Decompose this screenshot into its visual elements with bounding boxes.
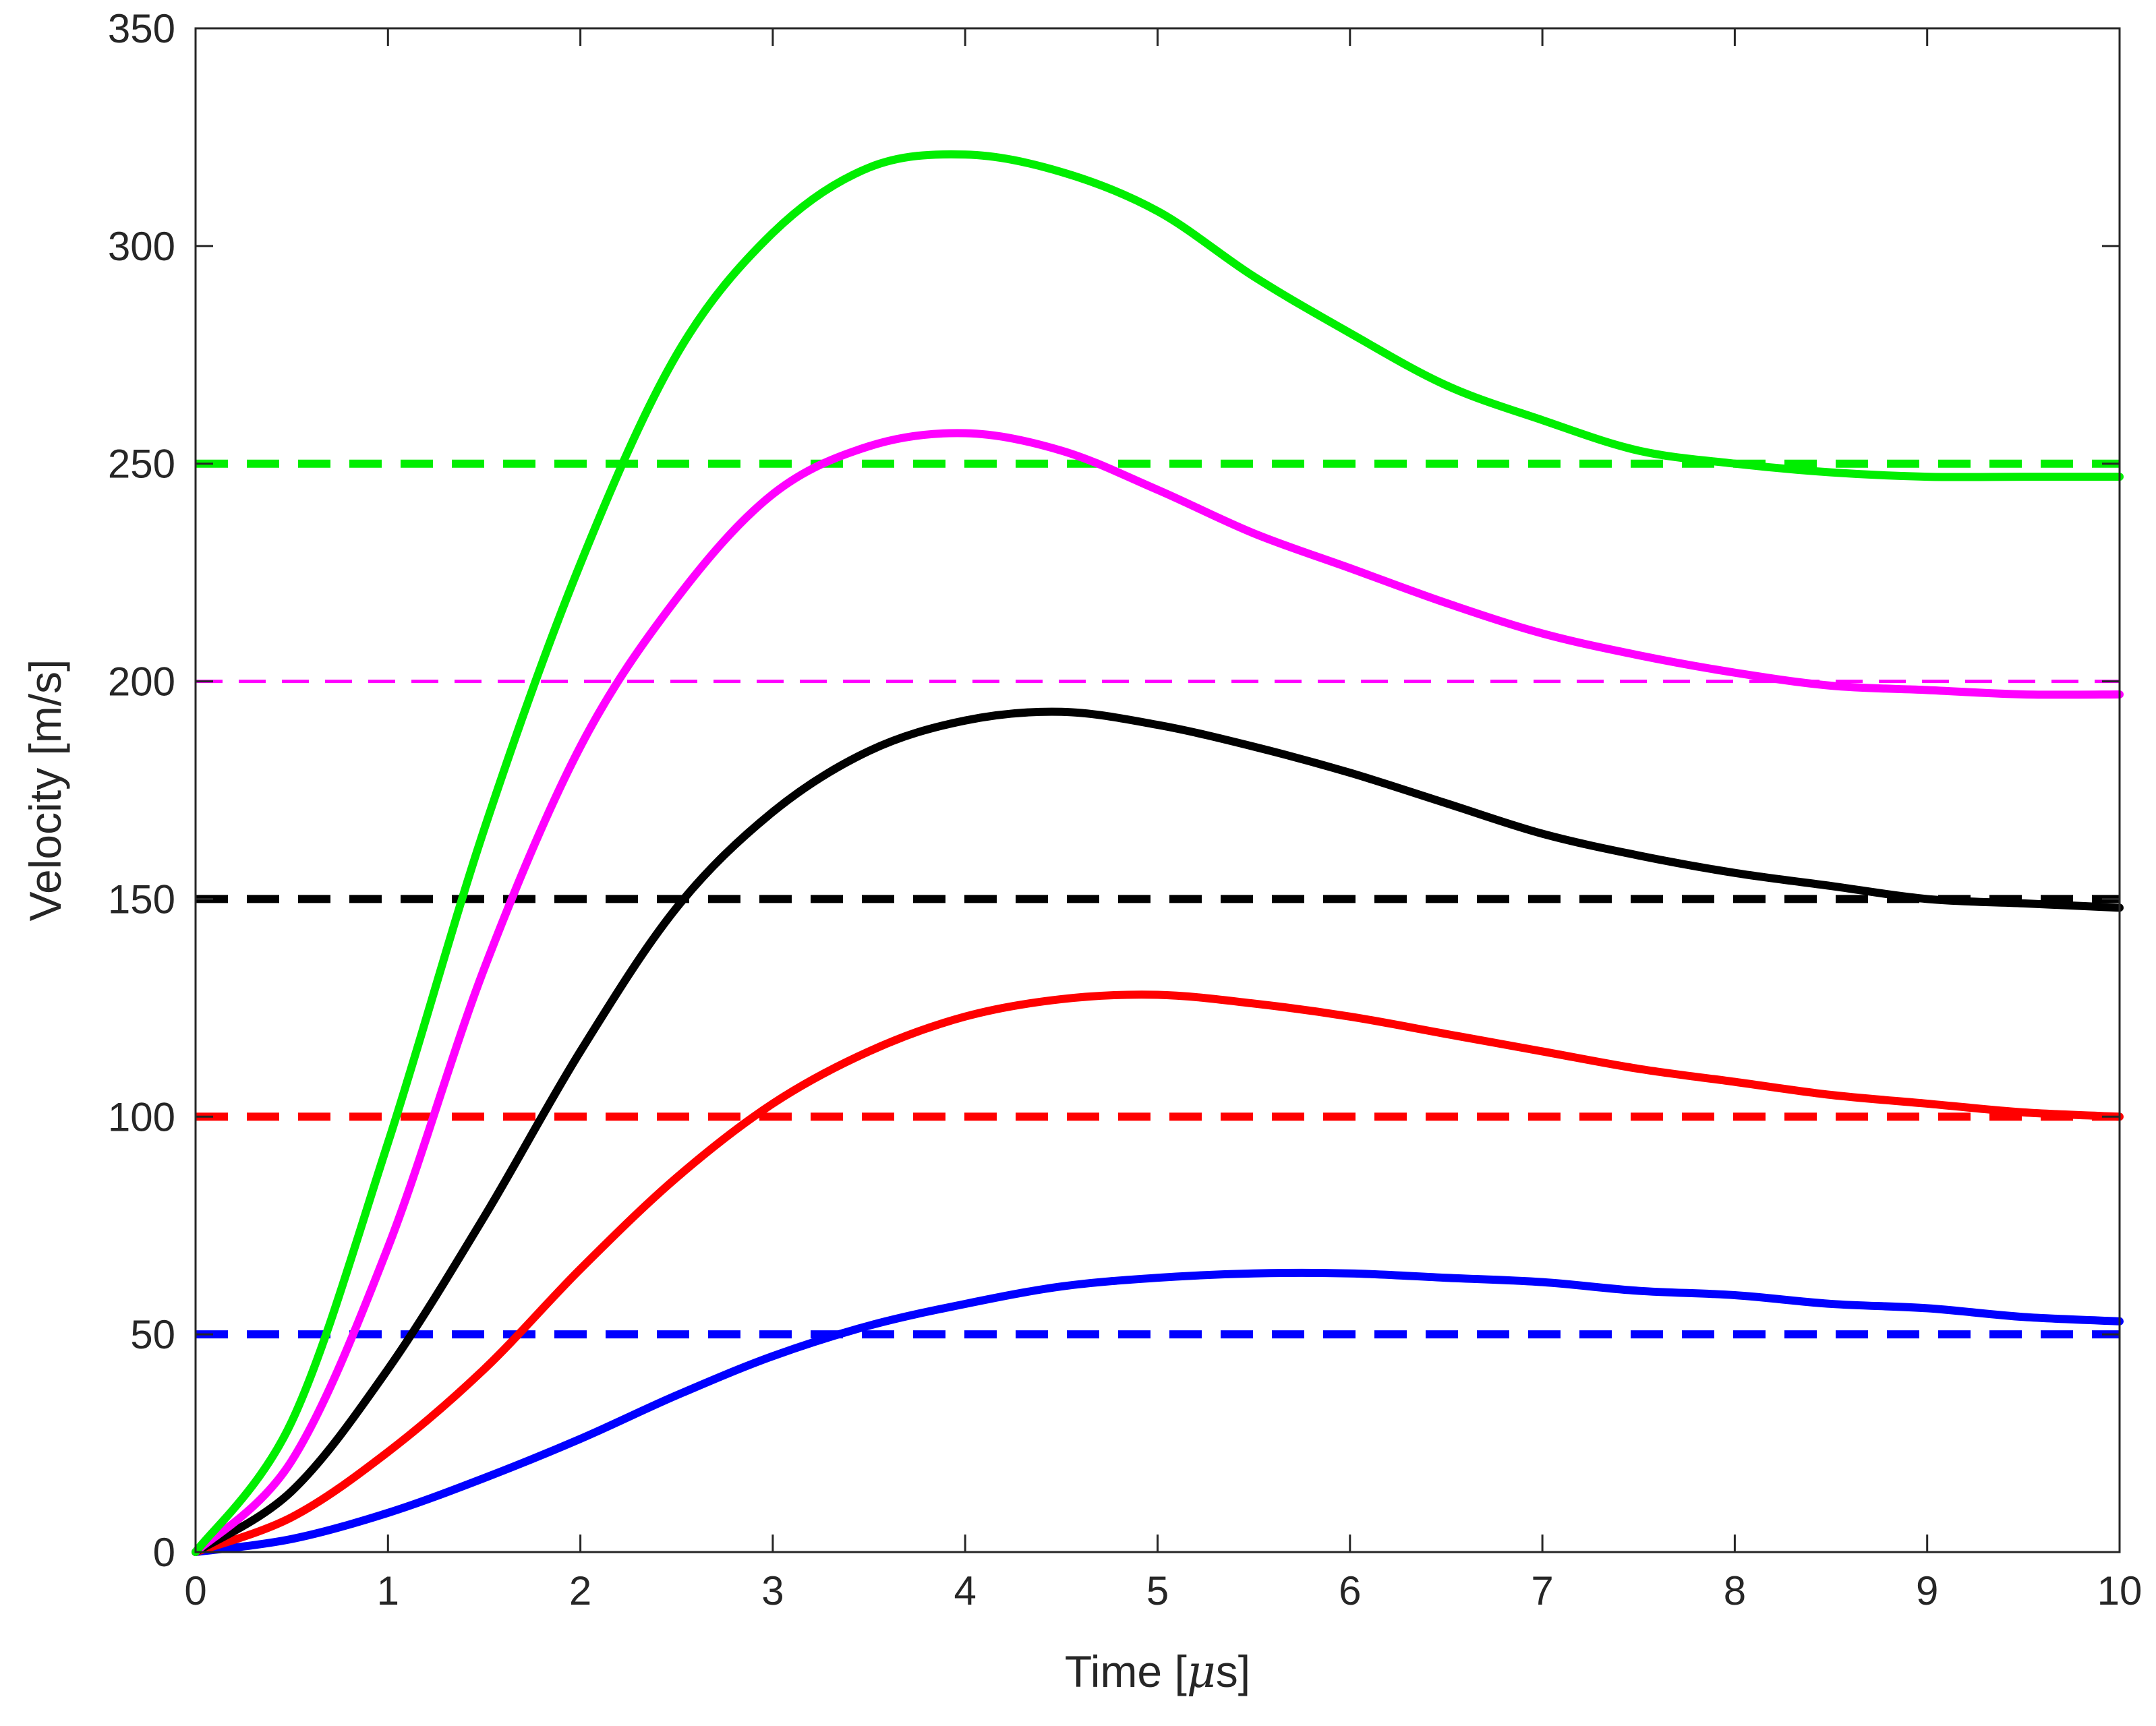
y-tick-label: 250 (108, 442, 175, 487)
series-layer (192, 150, 2124, 1556)
y-tick-label: 50 (130, 1312, 175, 1357)
x-tick-label: 3 (761, 1568, 784, 1613)
x-tick-label: 1 (377, 1568, 399, 1613)
y-tick-label: 200 (108, 659, 175, 705)
x-axis-label: Time [μs] (1065, 1646, 1250, 1698)
y-tick-label: 0 (153, 1530, 175, 1575)
x-tick-label: 0 (184, 1568, 206, 1613)
x-tick-label: 6 (1339, 1568, 1361, 1613)
x-tick-label: 4 (954, 1568, 977, 1613)
magenta-solid-line (192, 429, 2124, 1556)
x-axis-label-prefix: Time [ (1065, 1646, 1187, 1696)
plot-background (196, 28, 2120, 1552)
x-tick-label: 8 (1724, 1568, 1746, 1613)
x-axis-label-suffix: s] (1216, 1646, 1250, 1696)
red-solid-line (192, 990, 2124, 1556)
green-solid-line (192, 150, 2124, 1556)
blue-solid-line (192, 1268, 2124, 1556)
x-tick-label: 2 (569, 1568, 591, 1613)
y-tick-label: 300 (108, 224, 175, 269)
x-axis-label-mu: μ (1187, 1646, 1216, 1698)
x-tick-label: 9 (1916, 1568, 1938, 1613)
y-axis-label: Velocity [m/s] (20, 659, 70, 922)
x-tick-label: 10 (2097, 1568, 2143, 1613)
x-tick-label: 5 (1146, 1568, 1169, 1613)
x-tick-label: 7 (1531, 1568, 1553, 1613)
y-tick-label: 100 (108, 1094, 175, 1139)
black-solid-line (192, 707, 2124, 1556)
y-tick-label: 150 (108, 876, 175, 922)
y-tick-label: 350 (108, 6, 175, 51)
